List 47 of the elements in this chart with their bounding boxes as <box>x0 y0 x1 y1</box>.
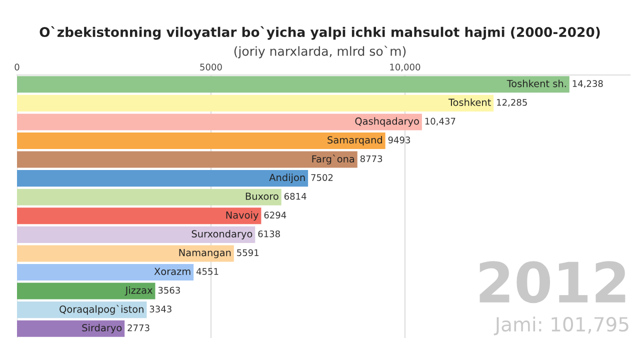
bar <box>17 245 234 262</box>
x-tick-label: 10,000 <box>390 64 420 72</box>
bar <box>17 264 194 281</box>
data-label: 7502 <box>311 174 333 181</box>
bar <box>17 320 125 337</box>
y-tick-label: Buxoro <box>246 192 278 200</box>
x-tick-label: 5000 <box>200 64 222 70</box>
data-label: 12,285 <box>497 98 527 107</box>
y-tick-label: Surxondaryo <box>192 230 252 240</box>
data-label: 6294 <box>264 212 286 219</box>
data-label: 6138 <box>258 230 280 238</box>
y-tick-label: Andijon <box>269 174 305 184</box>
data-label: 3563 <box>158 286 180 294</box>
data-label: 5591 <box>237 249 259 256</box>
y-tick-label: Xorazm <box>154 268 190 276</box>
y-tick-label: Sirdaryo <box>82 324 122 334</box>
y-tick-label: Qoraqalpog`iston <box>60 304 144 315</box>
bar <box>17 94 494 112</box>
bar <box>17 132 386 150</box>
chart-subtitle: (joriy narxlarda, mlrd so`m) <box>234 46 406 58</box>
y-tick-label: Farg`ona <box>312 154 354 164</box>
y-tick-label: Samarqand <box>328 136 382 146</box>
bar <box>17 302 147 318</box>
y-tick-label: Toshkent <box>448 98 491 106</box>
data-label: 9493 <box>388 136 410 144</box>
y-tick-label: Toshkent sh. <box>506 80 566 88</box>
y-tick-label: Jizzax <box>124 286 152 296</box>
bar <box>17 76 570 93</box>
y-tick-label: Namangan <box>179 249 231 258</box>
bar <box>17 114 422 130</box>
bar <box>17 170 308 187</box>
chart-title: O`zbekistonning viloyatlar bo`yicha yalpi ichki mahsulot hajmi (2000-2020) <box>40 26 600 40</box>
y-tick-label: Qashqadaryo <box>355 117 419 127</box>
data-label: 4551 <box>196 268 218 275</box>
bar <box>17 188 282 206</box>
data-label: 6814 <box>284 192 306 200</box>
bar <box>17 151 358 168</box>
bar <box>17 208 262 224</box>
bar <box>17 282 156 300</box>
x-tick-label: 0 <box>14 64 20 70</box>
bar <box>17 226 256 243</box>
data-label: 10,437 <box>425 118 456 126</box>
data-label: 3343 <box>150 306 172 312</box>
data-label: 2773 <box>128 324 150 332</box>
data-label: 14,238 <box>572 80 603 88</box>
data-label: 8773 <box>360 155 382 162</box>
y-tick-label: Navoiy <box>226 211 258 221</box>
